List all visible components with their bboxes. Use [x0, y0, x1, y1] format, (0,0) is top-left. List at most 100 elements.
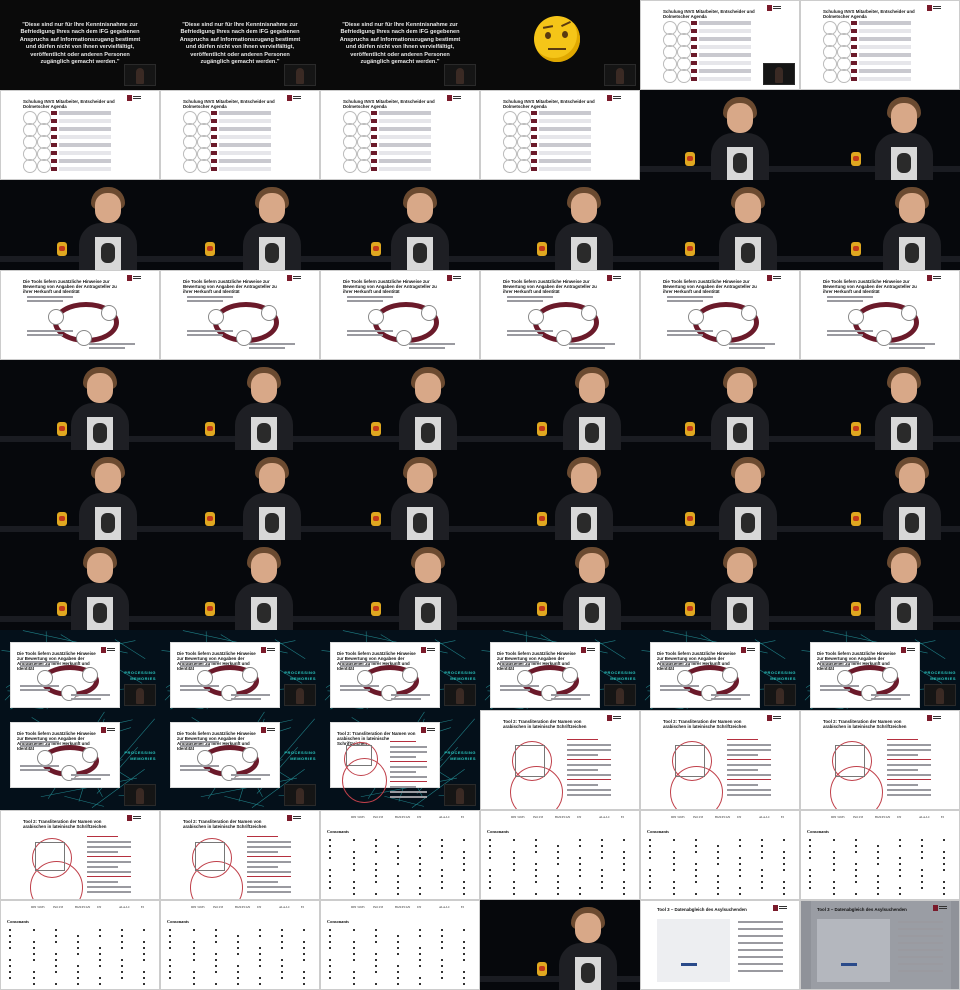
table-cell — [237, 953, 239, 955]
note-line — [827, 330, 873, 332]
thumbnail-speaker[interactable] — [800, 360, 960, 450]
thumbnail-names[interactable]: Tool 2: Transliteration der Namen von ar… — [800, 710, 960, 810]
university-logo-icon — [101, 647, 115, 653]
thumbnail-speaker[interactable] — [480, 540, 640, 630]
thumbnail-speaker[interactable] — [480, 360, 640, 450]
thumbnail-speaker[interactable] — [0, 360, 160, 450]
thumbnail-table[interactable]: DIN 31635 ISO 233 BGN/PCGN UN ALA-LC EI Conson… — [800, 810, 960, 900]
table-header: ALA-LC — [439, 815, 450, 819]
thumbnail-agendaPip[interactable]: Schulung INVS Mitarbeiter, Entscheider u… — [640, 0, 800, 90]
thumbnail-speaker[interactable] — [640, 540, 800, 630]
thumbnail-agenda[interactable]: Schulung INVS Mitarbeiter, Entscheider u… — [480, 90, 640, 180]
thumbnail-tools[interactable]: Die Tools liefern zusätzliche Hinweise z… — [800, 270, 960, 360]
table-cell — [237, 941, 239, 943]
thumbnail-ptools[interactable]: Die Tools liefern zusätzliche Hinweise z… — [640, 630, 800, 710]
text-line — [738, 963, 783, 965]
thumbnail-speaker[interactable] — [640, 360, 800, 450]
thumbnail-speaker[interactable] — [800, 450, 960, 540]
thumbnail-table[interactable]: DIN 31635 ISO 233 BGN/PCGN UN ALA-LC EI Conson… — [160, 900, 320, 990]
thumbnail-speaker[interactable] — [800, 90, 960, 180]
thumbnail-table[interactable]: DIN 31635 ISO 233 BGN/PCGN UN ALA-LC EI Conson… — [480, 810, 640, 900]
thumbnail-speaker[interactable] — [640, 450, 800, 540]
thumbnail-quote[interactable]: "Diese sind nur für Ihre Kenntnisnahme z… — [0, 0, 160, 90]
logo-mark — [767, 5, 772, 11]
thumbnail-pnames[interactable]: Tool 2: Transliteration der Namen von ar… — [320, 710, 480, 810]
thumbnail-quote[interactable]: "Diese sind nur für Ihre Kenntnisnahme z… — [320, 0, 480, 90]
speaker-figure — [296, 688, 304, 704]
thumbnail-ptools[interactable]: Die Tools liefern zusätzliche Hinweise z… — [160, 710, 320, 810]
thumbnail-names[interactable]: Tool 2: Transliteration der Namen von ar… — [0, 810, 160, 900]
thumbnail-speaker[interactable] — [480, 450, 640, 540]
hoodie-print — [727, 147, 753, 180]
table-cell — [877, 863, 879, 865]
thumbnail-speaker[interactable] — [160, 360, 320, 450]
thumbnail-speaker[interactable] — [800, 180, 960, 270]
table-header: EI — [141, 905, 144, 909]
thumbnail-speaker[interactable] — [480, 180, 640, 270]
text-line — [87, 861, 131, 863]
agenda-marker — [211, 159, 217, 163]
thumbnail-table[interactable]: DIN 31635 ISO 233 BGN/PCGN UN ALA-LC EI Conson… — [640, 810, 800, 900]
thumbnail-ptools[interactable]: Die Tools liefern zusätzliche Hinweise z… — [320, 630, 480, 710]
thumbnail-tools[interactable]: Die Tools liefern zusätzliche Hinweise z… — [0, 270, 160, 360]
table-cell — [513, 893, 515, 895]
thumbnail-table[interactable]: DIN 31635 ISO 233 BGN/PCGN UN ALA-LC EI Conson… — [0, 900, 160, 990]
thumbnail-tools[interactable]: Die Tools liefern zusätzliche Hinweise z… — [160, 270, 320, 360]
cycle-node — [221, 685, 237, 701]
thumbnail-agenda[interactable]: Schulung INVS Mitarbeiter, Entscheider u… — [800, 0, 960, 90]
thumbnail-speaker[interactable] — [0, 540, 160, 630]
thumbnail-speaker[interactable] — [160, 450, 320, 540]
thumbnail-speaker[interactable] — [800, 540, 960, 630]
thumbnail-speaker[interactable] — [0, 450, 160, 540]
thumbnail-agenda[interactable]: Schulung INVS Mitarbeiter, Entscheider u… — [160, 90, 320, 180]
thumbnail-tools[interactable]: Die Tools liefern zusätzliche Hinweise z… — [640, 270, 800, 360]
thumbnail-tool3dim[interactable]: Tool 3 – Datenabgleich des Asylsuchenden — [800, 900, 960, 990]
table-cell — [329, 875, 331, 877]
thumbnail-speaker[interactable] — [320, 360, 480, 450]
agenda-bar — [59, 119, 111, 123]
thumbnail-speaker[interactable] — [0, 180, 160, 270]
thumbnail-tools[interactable]: Die Tools liefern zusätzliche Hinweise z… — [320, 270, 480, 360]
thumbnail-speaker[interactable] — [160, 540, 320, 630]
table-cell — [193, 953, 195, 955]
table-cell — [695, 875, 697, 877]
thumbnail-ptools[interactable]: Die Tools liefern zusätzliche Hinweise z… — [0, 630, 160, 710]
thumbnail-quote[interactable]: "Diese sind nur für Ihre Kenntnisnahme z… — [160, 0, 320, 90]
thumbnail-speaker[interactable] — [640, 180, 800, 270]
agenda-marker — [211, 111, 217, 115]
thumbnail-ptools[interactable]: Die Tools liefern zusätzliche Hinweise z… — [800, 630, 960, 710]
thumbnail-tools[interactable]: Die Tools liefern zusätzliche Hinweise z… — [480, 270, 640, 360]
thumbnail-tool3[interactable]: Tool 3 – Datenabgleich des Asylsuchenden — [640, 900, 800, 990]
agenda-circle — [37, 159, 51, 173]
thumbnail-speaker[interactable] — [160, 180, 320, 270]
table-cell — [761, 845, 763, 847]
text-line — [567, 794, 611, 796]
table-cell — [419, 935, 421, 937]
thumbnail-speaker[interactable] — [640, 90, 800, 180]
table-cell — [9, 941, 11, 943]
thumbnail-ptools[interactable]: Die Tools liefern zusätzliche Hinweise z… — [160, 630, 320, 710]
table-cell — [535, 863, 537, 865]
thumbnail-speaker[interactable] — [320, 450, 480, 540]
thumbnail-table[interactable]: DIN 31635 ISO 233 BGN/PCGN UN ALA-LC EI Conson… — [320, 810, 480, 900]
note-line — [340, 661, 379, 663]
thumbnail-agenda[interactable]: Schulung INVS Mitarbeiter, Entscheider u… — [320, 90, 480, 180]
thumbnail-names[interactable]: Tool 2: Transliteration der Namen von ar… — [160, 810, 320, 900]
thumbnail-table[interactable]: DIN 31635 ISO 233 BGN/PCGN UN ALA-LC EI Conson… — [320, 900, 480, 990]
thumbnail-speaker[interactable] — [320, 180, 480, 270]
table-header: EI — [941, 815, 944, 819]
thumbnail-emoji[interactable] — [480, 0, 640, 90]
table-cell — [441, 959, 443, 961]
thumbnail-speaker[interactable] — [320, 540, 480, 630]
table-cell — [143, 929, 145, 931]
lucky-cat-icon — [851, 602, 861, 616]
thumbnail-names[interactable]: Tool 2: Transliteration der Namen von ar… — [640, 710, 800, 810]
thumbnail-agenda[interactable]: Schulung INVS Mitarbeiter, Entscheider u… — [0, 90, 160, 180]
table-cell — [9, 929, 11, 931]
thumbnail-names[interactable]: Tool 2: Transliteration der Namen von ar… — [480, 710, 640, 810]
thumbnail-ptools[interactable]: Die Tools liefern zusätzliche Hinweise z… — [480, 630, 640, 710]
speaker-person — [551, 457, 615, 540]
logo-mark — [287, 275, 292, 281]
thumbnail-ptools[interactable]: Die Tools liefern zusätzliche Hinweise z… — [0, 710, 160, 810]
thumbnail-speaker[interactable] — [480, 900, 640, 990]
